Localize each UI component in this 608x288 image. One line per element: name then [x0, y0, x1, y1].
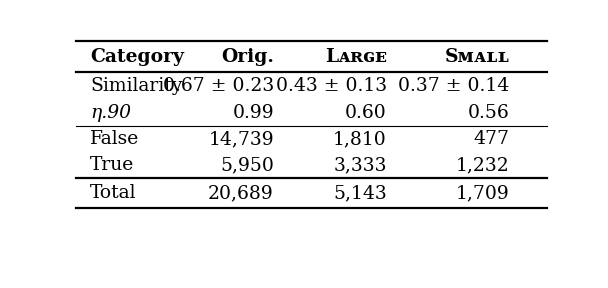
- Text: 14,739: 14,739: [209, 130, 274, 148]
- Text: 20,689: 20,689: [208, 184, 274, 202]
- Text: 0.37 ± 0.14: 0.37 ± 0.14: [398, 77, 510, 95]
- Text: 1,810: 1,810: [333, 130, 387, 148]
- Text: Category: Category: [90, 48, 184, 66]
- Text: 0.43 ± 0.13: 0.43 ± 0.13: [276, 77, 387, 95]
- Text: 0.99: 0.99: [232, 104, 274, 122]
- Text: 1,232: 1,232: [456, 156, 510, 175]
- Text: 0.56: 0.56: [468, 104, 510, 122]
- Text: Similarity: Similarity: [90, 77, 182, 95]
- Text: Total: Total: [90, 184, 137, 202]
- Text: 3,333: 3,333: [334, 156, 387, 175]
- Text: η.90: η.90: [90, 104, 131, 122]
- Text: 477: 477: [474, 130, 510, 148]
- Text: 0.60: 0.60: [345, 104, 387, 122]
- Text: True: True: [90, 156, 134, 175]
- Text: Sᴍᴀʟʟ: Sᴍᴀʟʟ: [444, 48, 510, 66]
- Text: 1,709: 1,709: [456, 184, 510, 202]
- Text: Lᴀʀɢᴇ: Lᴀʀɢᴇ: [325, 48, 387, 66]
- Text: 0.67 ± 0.23: 0.67 ± 0.23: [163, 77, 274, 95]
- Text: Orig.: Orig.: [221, 48, 274, 66]
- Text: False: False: [90, 130, 139, 148]
- Text: 5,950: 5,950: [220, 156, 274, 175]
- Text: 5,143: 5,143: [333, 184, 387, 202]
